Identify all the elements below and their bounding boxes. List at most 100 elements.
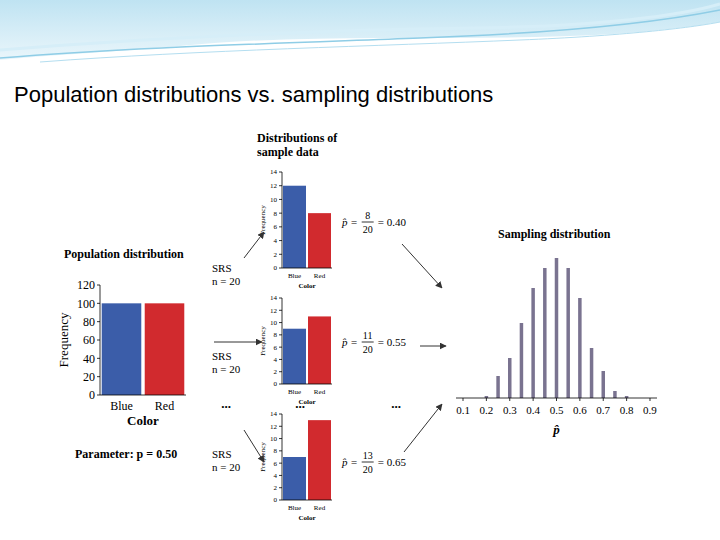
tick-label: 4 <box>274 237 278 245</box>
title-line: sample data <box>257 145 319 159</box>
bar <box>283 457 306 500</box>
bar <box>283 329 306 384</box>
fraction-denominator: 20 <box>363 464 373 475</box>
x-axis <box>282 500 332 501</box>
tick-label: 8 <box>274 210 278 218</box>
tick-label: 0 <box>274 264 278 272</box>
tick-label: 12 <box>270 307 278 315</box>
arrow <box>214 342 262 343</box>
tick-label: 0.4 <box>526 404 540 416</box>
top-wave <box>0 4 720 50</box>
tick-mark <box>279 371 282 372</box>
tick-mark <box>279 475 282 476</box>
tick-label: 0.6 <box>573 404 587 416</box>
spike-chart: 0.10.20.30.40.50.60.70.80.9p̂Sampling di… <box>456 227 657 437</box>
arrow-label: SRS <box>212 448 232 460</box>
tick-mark <box>603 398 604 401</box>
tick-label: 0.1 <box>456 404 470 416</box>
tick-mark <box>279 322 282 323</box>
y-axis <box>282 414 283 500</box>
tick-mark <box>279 213 282 214</box>
tick-mark <box>97 340 100 341</box>
bar <box>102 303 142 395</box>
statistic-label: p̂ = <box>341 336 358 348</box>
bar-chart: BlueRed02468101214ColorFrequencyp̂ =1320… <box>259 410 406 522</box>
tick-mark <box>579 398 580 401</box>
tick-label: 0 <box>89 388 95 402</box>
arrow <box>244 430 264 462</box>
bar <box>308 316 331 384</box>
bar-chart: BlueRed02468101214ColorFrequencyDistribu… <box>257 131 406 290</box>
tick-mark <box>463 398 464 401</box>
fraction-bar <box>362 222 374 223</box>
tick-mark <box>279 185 282 186</box>
x-axis-title: p̂ <box>552 422 560 437</box>
tick-mark <box>279 268 282 269</box>
x-axis <box>282 268 332 269</box>
tick-mark <box>279 199 282 200</box>
tick-label: 100 <box>77 297 95 311</box>
tick-label: 10 <box>270 196 278 204</box>
chart-title: Sampling distribution <box>498 227 611 241</box>
tick-mark <box>556 398 557 401</box>
tick-label: 4 <box>274 356 278 364</box>
tick-mark <box>279 500 282 501</box>
marks <box>283 420 331 500</box>
spike <box>601 371 605 398</box>
tick-mark <box>279 240 282 241</box>
tick-label: 2 <box>274 251 278 259</box>
arrow <box>402 244 442 288</box>
tick-mark <box>97 395 100 396</box>
ellipsis: ... <box>295 396 305 411</box>
tick-label: 4 <box>274 472 278 480</box>
tick-label: 0.8 <box>620 404 634 416</box>
tick-label: 10 <box>270 435 278 443</box>
statistic-value: = 0.55 <box>378 336 407 348</box>
tick-mark <box>279 347 282 348</box>
tick-label: 40 <box>83 352 95 366</box>
tick-mark <box>279 426 282 427</box>
marks <box>283 186 331 268</box>
tick-label: 20 <box>83 370 95 384</box>
y-axis <box>282 298 283 384</box>
spike <box>508 358 512 398</box>
spike <box>520 323 524 398</box>
chart-title: Distributions ofsample data <box>257 131 338 159</box>
x-axis-title: Color <box>298 282 315 290</box>
arrow <box>420 346 446 347</box>
top-wave <box>40 22 720 62</box>
fraction-numerator: 11 <box>363 330 373 341</box>
tick-mark <box>279 487 282 488</box>
tick-label: 6 <box>274 344 278 352</box>
top-band <box>0 0 720 60</box>
bar <box>308 420 331 500</box>
fraction-bar <box>362 342 374 343</box>
tick-label: 0.2 <box>480 404 494 416</box>
tick-mark <box>97 303 100 304</box>
tick-label: 14 <box>270 294 278 302</box>
statistic-value: = 0.65 <box>378 456 407 468</box>
statistic-label: p̂ = <box>341 216 358 228</box>
spike <box>543 268 547 398</box>
arrow <box>404 404 442 452</box>
tick-mark <box>279 384 282 385</box>
tick-mark <box>97 285 100 286</box>
top-wave <box>0 10 720 58</box>
tick-mark <box>649 398 650 401</box>
tick-mark <box>279 359 282 360</box>
tick-mark <box>279 414 282 415</box>
tick-label: 14 <box>270 168 278 176</box>
fraction-numerator: 8 <box>365 210 370 221</box>
fraction-bar <box>362 462 374 463</box>
tick-mark <box>509 398 510 401</box>
category-label: Red <box>314 504 326 512</box>
title-line: Population distribution <box>64 247 184 261</box>
tick-label: 8 <box>274 331 278 339</box>
arrows: SRSn = 20SRSn = 20SRSn = 20......... <box>212 232 446 473</box>
spike <box>496 376 500 398</box>
tick-mark <box>279 298 282 299</box>
y-axis <box>282 172 283 268</box>
bar <box>283 186 306 268</box>
tick-label: 6 <box>274 223 278 231</box>
spike <box>555 258 559 398</box>
